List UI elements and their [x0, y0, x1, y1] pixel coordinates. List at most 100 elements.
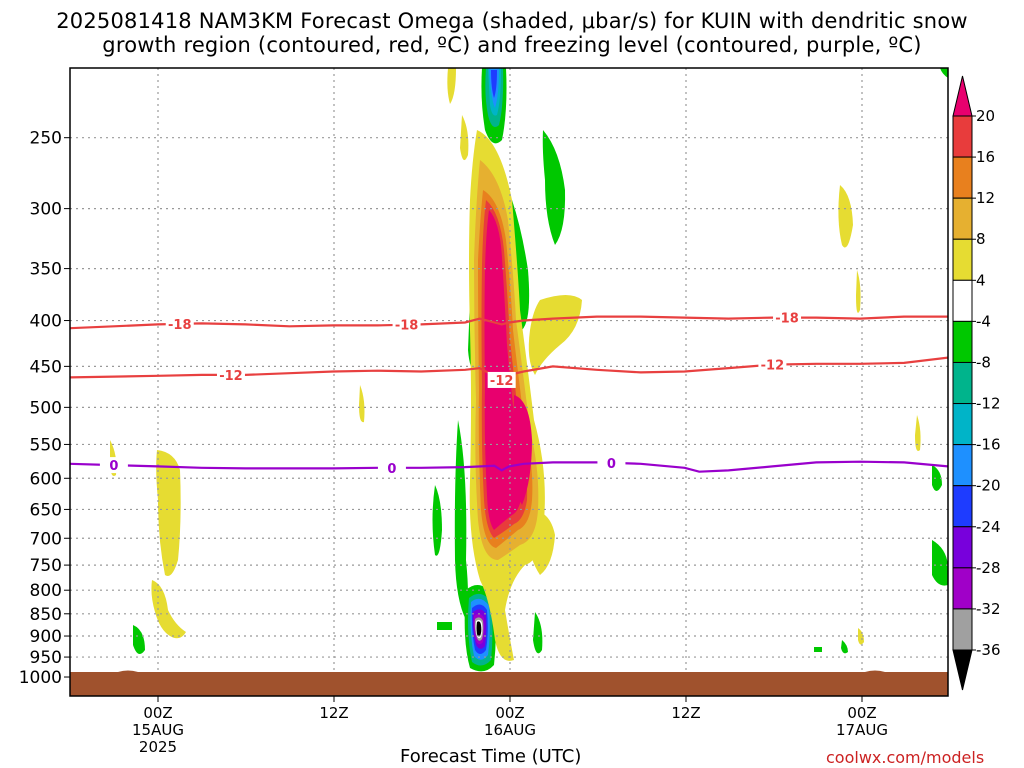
x-tick-label: 00Z — [143, 704, 172, 722]
contour-label: -18 — [775, 312, 799, 327]
colorbar-label: -20 — [976, 477, 1001, 495]
omega-positive-area — [528, 295, 582, 375]
omega-positive-area — [838, 185, 853, 248]
y-axis: 2503003504004505005506006507007508008509… — [19, 129, 70, 688]
omega-negative-area — [133, 625, 145, 654]
contour-label-background — [165, 315, 194, 332]
omega-negative-area — [932, 540, 948, 586]
y-tick-label: 600 — [30, 469, 62, 489]
omega-negative-area — [814, 647, 822, 652]
colorbar-label: -32 — [976, 600, 1001, 618]
contour-label: -12 — [490, 374, 514, 389]
y-tick-label: 700 — [30, 529, 62, 549]
colorbar-box — [952, 156, 973, 199]
ground-terrain — [70, 670, 948, 696]
omega-negative-area — [533, 612, 543, 654]
colorbar-label: 12 — [976, 189, 995, 207]
y-tick-label: 300 — [30, 200, 62, 220]
colorbar-label: 16 — [976, 148, 995, 166]
y-tick-label: 850 — [30, 605, 62, 625]
contour-label-background — [773, 309, 802, 326]
contour-line-freezing — [70, 460, 948, 473]
contours: -18 -18 -18 -12 -12 -12 0 0 0 — [70, 309, 948, 477]
colorbar: 20 16 12 8 4 -4 -8 -12 -16 -20 -24 -28 -32 -36 — [952, 75, 1001, 691]
contour-label: -12 — [219, 369, 243, 384]
omega-positive-area — [151, 580, 186, 639]
y-tick-label: 450 — [30, 357, 62, 377]
contour-label-background — [487, 371, 516, 388]
omega-negative-area — [454, 420, 468, 620]
colorbar-label: 20 — [976, 107, 995, 125]
chart-title-line-2: growth region (contoured, red, ºC) and f… — [102, 33, 922, 57]
contour-label-background — [758, 356, 787, 373]
x-tick-label: 00Z — [847, 704, 876, 722]
colorbar-label: 4 — [976, 271, 986, 289]
y-tick-label: 800 — [30, 581, 62, 601]
omega-positive-area — [856, 270, 861, 313]
contour-label-background — [597, 454, 626, 471]
y-tick-label: 1000 — [19, 668, 62, 688]
plot-frame — [69, 67, 949, 697]
omega-positive-area — [359, 385, 365, 423]
y-tick-label: 550 — [30, 435, 62, 455]
colorbar-box — [952, 526, 973, 569]
omega-positive-area — [484, 210, 523, 530]
contour-label: 0 — [109, 459, 118, 474]
colorbar-label: -4 — [976, 312, 991, 330]
colorbar-box — [952, 403, 973, 446]
omega-positive-area — [858, 628, 864, 645]
colorbar-box — [952, 238, 973, 281]
omega-positive-area — [513, 395, 532, 505]
colorbar-label: -28 — [976, 559, 1001, 577]
colorbar-label: -16 — [976, 436, 1001, 454]
colorbar-bottom-arrow — [952, 649, 973, 691]
omega-negative-area — [432, 485, 442, 556]
y-tick-label: 900 — [30, 627, 62, 647]
x-tick-date-label: 15AUG — [132, 721, 184, 739]
y-tick-label: 500 — [30, 398, 62, 418]
omega-negative-area — [932, 465, 942, 491]
omega-positive-area — [915, 415, 921, 451]
colorbar-box — [952, 567, 973, 610]
omega-negative-area — [841, 640, 848, 654]
contour-label: -18 — [395, 319, 419, 334]
x-tick-date-label: 17AUG — [836, 721, 888, 739]
chart-title-line-1: 2025081418 NAM3KM Forecast Omega (shaded… — [56, 9, 968, 33]
contour-label-background — [99, 457, 128, 474]
y-tick-label: 350 — [30, 260, 62, 280]
x-tick-year-label: 2025 — [139, 738, 177, 756]
x-tick-label: 12Z — [671, 704, 700, 722]
colorbar-box — [952, 279, 973, 322]
omega-positive-area — [156, 450, 181, 576]
omega-negative-area — [542, 130, 566, 245]
colorbar-box — [952, 608, 973, 651]
y-tick-label: 400 — [30, 312, 62, 332]
y-tick-label: 650 — [30, 500, 62, 520]
colorbar-label: -24 — [976, 518, 1001, 536]
omega-negative-area — [476, 621, 482, 637]
contour-label-background — [216, 366, 245, 383]
contour-label: -12 — [761, 359, 785, 374]
x-tick-date-label: 16AUG — [484, 721, 536, 739]
x-axis-title: Forecast Time (UTC) — [400, 746, 582, 767]
colorbar-box — [952, 444, 973, 487]
contour-label: -18 — [168, 318, 192, 333]
colorbar-label: -12 — [976, 395, 1001, 413]
omega-positive-area — [447, 68, 456, 104]
omega-shading — [110, 68, 948, 672]
colorbar-box — [952, 485, 973, 528]
colorbar-box — [952, 197, 973, 240]
credit-text: coolwx.com/models — [826, 748, 985, 767]
omega-positive-area — [460, 115, 469, 161]
omega-negative-area — [940, 68, 948, 78]
contour-label: 0 — [607, 457, 616, 472]
colorbar-top-arrow — [952, 75, 973, 117]
contour-label: 0 — [387, 462, 396, 477]
contour-label-background — [392, 316, 421, 333]
omega-negative-area — [437, 622, 452, 630]
colorbar-box — [952, 361, 973, 405]
colorbar-label: -36 — [976, 641, 1001, 659]
omega-negative-area — [491, 70, 497, 98]
